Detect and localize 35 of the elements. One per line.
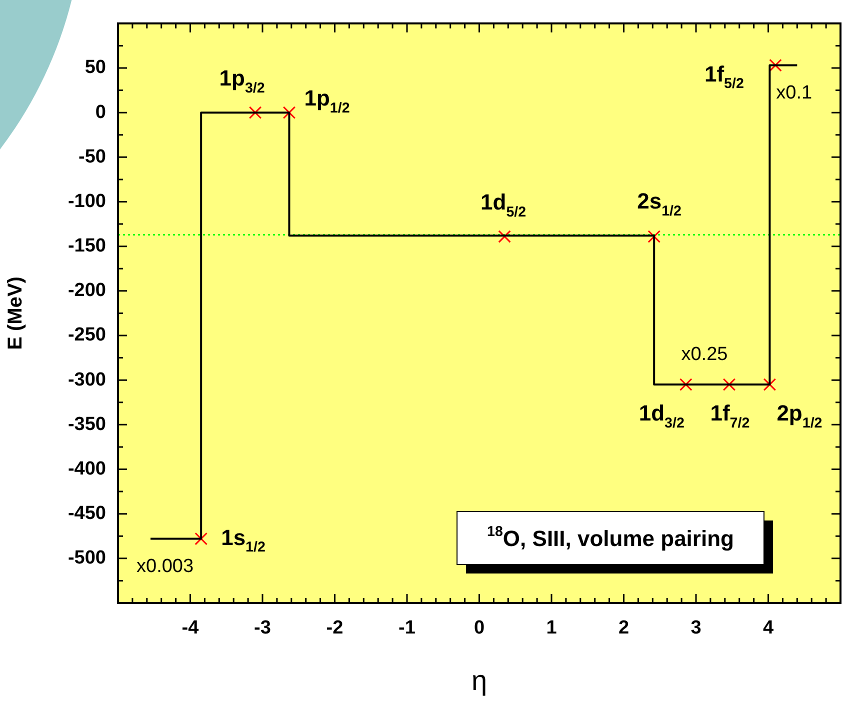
y-tick-label: -500	[68, 548, 106, 569]
point	[248, 106, 262, 119]
annotation: x0.25	[681, 344, 728, 365]
x-tick-label: 0	[474, 618, 485, 639]
point	[194, 532, 208, 546]
y-tick-label: -400	[68, 458, 106, 480]
point	[722, 378, 736, 391]
point	[498, 230, 511, 243]
y-tick-label: -50	[78, 146, 106, 168]
y-tick-label: 50	[84, 57, 106, 78]
y-tick-label: 0	[95, 102, 106, 123]
y-tick-label: -450	[68, 503, 106, 524]
y-tick-label: -200	[68, 280, 106, 302]
y-tick-label: -250	[68, 324, 106, 346]
y-tick-label: -300	[68, 369, 106, 390]
point	[769, 58, 782, 72]
point	[679, 378, 692, 391]
x-axis-title: η	[471, 664, 488, 696]
annotation: x0.003	[136, 556, 194, 578]
x-tick-label: -2	[326, 618, 344, 639]
x-tick-label: -4	[182, 618, 200, 639]
x-tick-label: -1	[398, 618, 416, 639]
annotation: x0.1	[776, 82, 812, 104]
y-tick-label: -350	[68, 414, 106, 435]
point	[648, 230, 660, 243]
x-tick-label: 3	[690, 618, 702, 639]
x-tick-label: 2	[618, 618, 630, 639]
x-tick-label: 4	[762, 618, 774, 639]
y-tick-label: -100	[68, 190, 106, 212]
x-tick-label: 1	[546, 618, 558, 639]
point	[763, 378, 776, 391]
x-tick-label: -3	[254, 618, 271, 639]
point	[282, 106, 296, 119]
y-tick-label: -150	[68, 236, 106, 257]
y-axis-title: E (MeV)	[4, 276, 27, 350]
